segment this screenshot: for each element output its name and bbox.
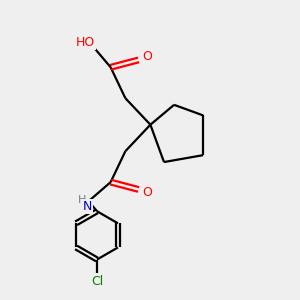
Text: Cl: Cl [91,275,103,288]
Text: HO: HO [75,36,95,49]
Text: N: N [82,200,92,213]
Text: O: O [142,186,152,199]
Text: O: O [142,50,152,64]
Text: H: H [78,195,86,205]
